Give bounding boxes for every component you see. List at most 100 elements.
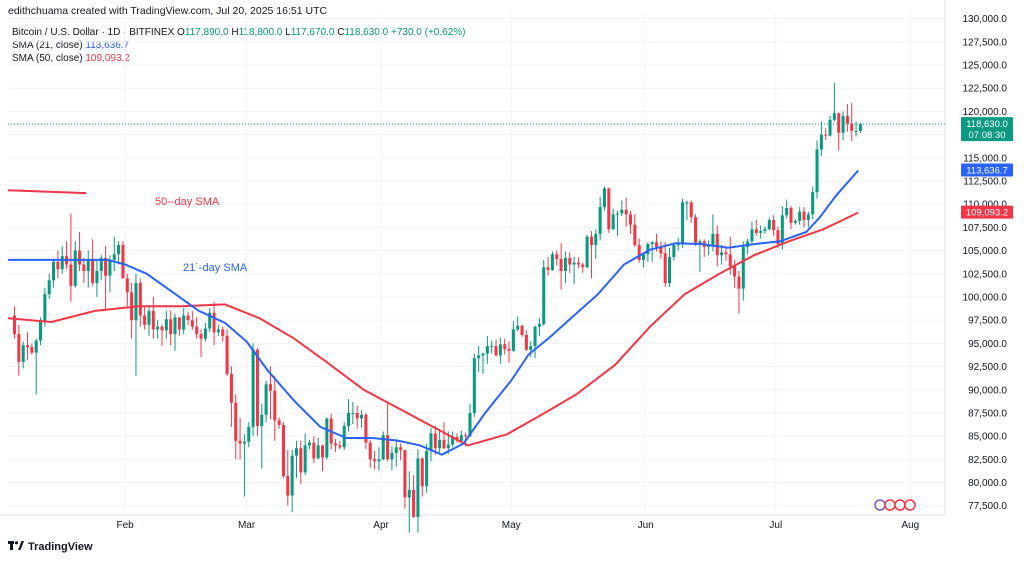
- candle: [290, 450, 294, 513]
- tradingview-brand[interactable]: TradingView: [8, 541, 93, 553]
- events-icon: [874, 499, 916, 511]
- candle: [485, 335, 489, 364]
- candle-body: [707, 245, 711, 247]
- candle: [585, 234, 589, 269]
- candle: [720, 245, 724, 265]
- candle: [685, 200, 689, 220]
- price-change: +730.0 (+0.62%): [390, 27, 466, 38]
- candle: [112, 236, 116, 271]
- candle-body: [43, 294, 47, 322]
- candle: [407, 471, 411, 533]
- ohlc-high-label: H: [231, 27, 239, 38]
- sma50-label: SMA (50, close): [12, 53, 83, 64]
- candle-body: [151, 310, 155, 330]
- candle: [43, 287, 47, 327]
- candle: [550, 251, 554, 271]
- candle: [850, 103, 854, 142]
- candle: [511, 321, 515, 352]
- candle-body: [26, 345, 30, 348]
- candle-body: [689, 202, 693, 218]
- candle-body: [607, 188, 611, 230]
- candle-body: [811, 192, 815, 215]
- candle-body: [806, 214, 810, 220]
- y-tick-label: 115,000.0: [963, 153, 1007, 164]
- candle: [689, 200, 693, 223]
- candle: [104, 245, 108, 311]
- sma50-badge-text: 109,093.2: [966, 208, 1008, 219]
- candle: [229, 366, 233, 427]
- candle: [420, 457, 424, 497]
- candle-body: [659, 246, 663, 254]
- candle: [628, 210, 633, 234]
- candle-body: [225, 335, 229, 374]
- candle: [78, 232, 82, 271]
- candle-body: [785, 207, 789, 216]
- candle-body: [585, 236, 589, 268]
- candle-body: [117, 245, 121, 255]
- candle-body: [182, 315, 186, 330]
- sma21-legend-row[interactable]: SMA (21, close) 113,636.7: [12, 39, 465, 52]
- candle: [320, 444, 325, 472]
- candle: [95, 259, 99, 297]
- candle: [442, 422, 446, 450]
- candle: [303, 433, 307, 476]
- candle-body: [581, 264, 585, 268]
- y-tick-label: 95,000.0: [968, 339, 1007, 350]
- ohlc-close-value: 118,630.0: [344, 27, 389, 38]
- candle: [611, 208, 615, 231]
- candle: [572, 257, 576, 284]
- candle-body: [819, 134, 823, 150]
- symbol-name[interactable]: Bitcoin / U.S. Dollar · 1D · BITFINEX: [12, 27, 175, 38]
- candle-body: [533, 326, 537, 347]
- y-tick-label: 122,500.0: [963, 84, 1008, 95]
- x-tick-label: Feb: [117, 520, 135, 531]
- candle: [451, 431, 455, 448]
- ohlc-open-value: 117,890.0: [184, 27, 229, 38]
- candle-body: [394, 447, 398, 453]
- candle-body: [850, 123, 854, 131]
- sma50-legend-row[interactable]: SMA (50, close) 109,093.2: [12, 52, 465, 65]
- candle: [299, 440, 303, 485]
- candle-body: [429, 433, 433, 451]
- candle: [429, 427, 433, 462]
- candle: [780, 206, 784, 250]
- sma21-badge-text: 113,636.7: [966, 165, 1008, 176]
- candle: [364, 412, 368, 450]
- y-tick-label: 112,500.0: [963, 177, 1007, 188]
- candle: [581, 262, 585, 273]
- candle: [516, 316, 520, 332]
- candle: [117, 241, 121, 265]
- candle: [746, 238, 750, 255]
- candle: [138, 278, 142, 327]
- candle-body: [633, 224, 637, 246]
- candle-body: [490, 346, 494, 348]
- candle-body: [698, 241, 702, 245]
- candle-body: [333, 443, 338, 446]
- candle-body: [555, 254, 559, 259]
- candle: [238, 417, 242, 460]
- candle: [845, 103, 849, 132]
- candle-body: [368, 442, 372, 460]
- candle-body: [529, 346, 533, 350]
- symbol-legend-row: Bitcoin / U.S. Dollar · 1D · BITFINEX O1…: [12, 26, 465, 39]
- candle-body: [789, 207, 793, 223]
- candle-body: [750, 229, 754, 242]
- ohlc-low-label: L: [285, 27, 291, 38]
- candle: [793, 219, 797, 225]
- candle-body: [412, 489, 416, 517]
- candle: [594, 229, 598, 259]
- candle-body: [325, 418, 329, 458]
- y-tick-label: 85,000.0: [968, 432, 1007, 443]
- candle-body: [290, 455, 294, 496]
- candle: [741, 241, 745, 301]
- candle: [373, 450, 377, 470]
- candle: [65, 241, 69, 270]
- candle-body: [815, 149, 819, 193]
- candle-body: [594, 233, 598, 246]
- candle-body: [78, 250, 82, 265]
- candle: [368, 439, 372, 468]
- candle-body: [364, 414, 368, 443]
- candle-body: [715, 233, 719, 256]
- candle: [130, 283, 134, 339]
